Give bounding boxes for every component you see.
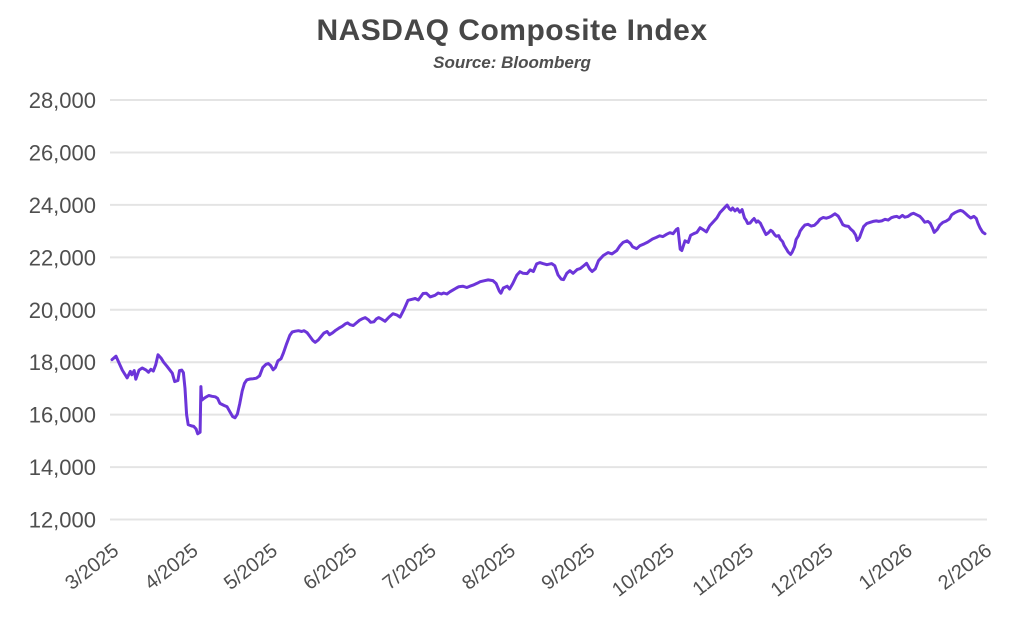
y-axis-tick-label: 22,000 — [29, 245, 96, 270]
x-axis-tick-label: 11/2025 — [689, 540, 758, 601]
x-axis-tick-label: 10/2025 — [608, 540, 679, 602]
x-axis-tick-label: 6/2025 — [299, 540, 361, 595]
x-axis-tick-label: 12/2025 — [767, 540, 838, 602]
y-axis-tick-label: 12,000 — [29, 508, 96, 533]
nasdaq-series-line — [110, 203, 987, 436]
chart-subtitle: Source: Bloomberg — [433, 53, 591, 72]
x-axis-tick-label: 2/2026 — [934, 540, 996, 595]
x-axis-tick-label: 7/2025 — [379, 540, 441, 595]
x-axis-tick-label: 4/2025 — [141, 540, 203, 595]
x-axis-tick-label: 8/2025 — [458, 540, 520, 595]
x-axis-tick-label: 5/2025 — [220, 540, 282, 595]
x-axis-tick-label: 3/2025 — [61, 540, 123, 595]
x-axis-tick-label: 1/2026 — [855, 540, 917, 595]
y-axis-tick-label: 18,000 — [29, 350, 96, 375]
y-axis-tick-label: 14,000 — [29, 455, 96, 480]
x-axis-tick-label: 9/2025 — [538, 540, 600, 595]
y-axis-tick-label: 26,000 — [29, 140, 96, 165]
y-axis-tick-label: 28,000 — [29, 88, 96, 113]
y-axis-tick-label: 20,000 — [29, 298, 96, 323]
chart-title: NASDAQ Composite Index — [316, 14, 708, 47]
y-axis-tick-label: 16,000 — [29, 403, 96, 428]
y-axis-tick-label: 24,000 — [29, 193, 96, 218]
